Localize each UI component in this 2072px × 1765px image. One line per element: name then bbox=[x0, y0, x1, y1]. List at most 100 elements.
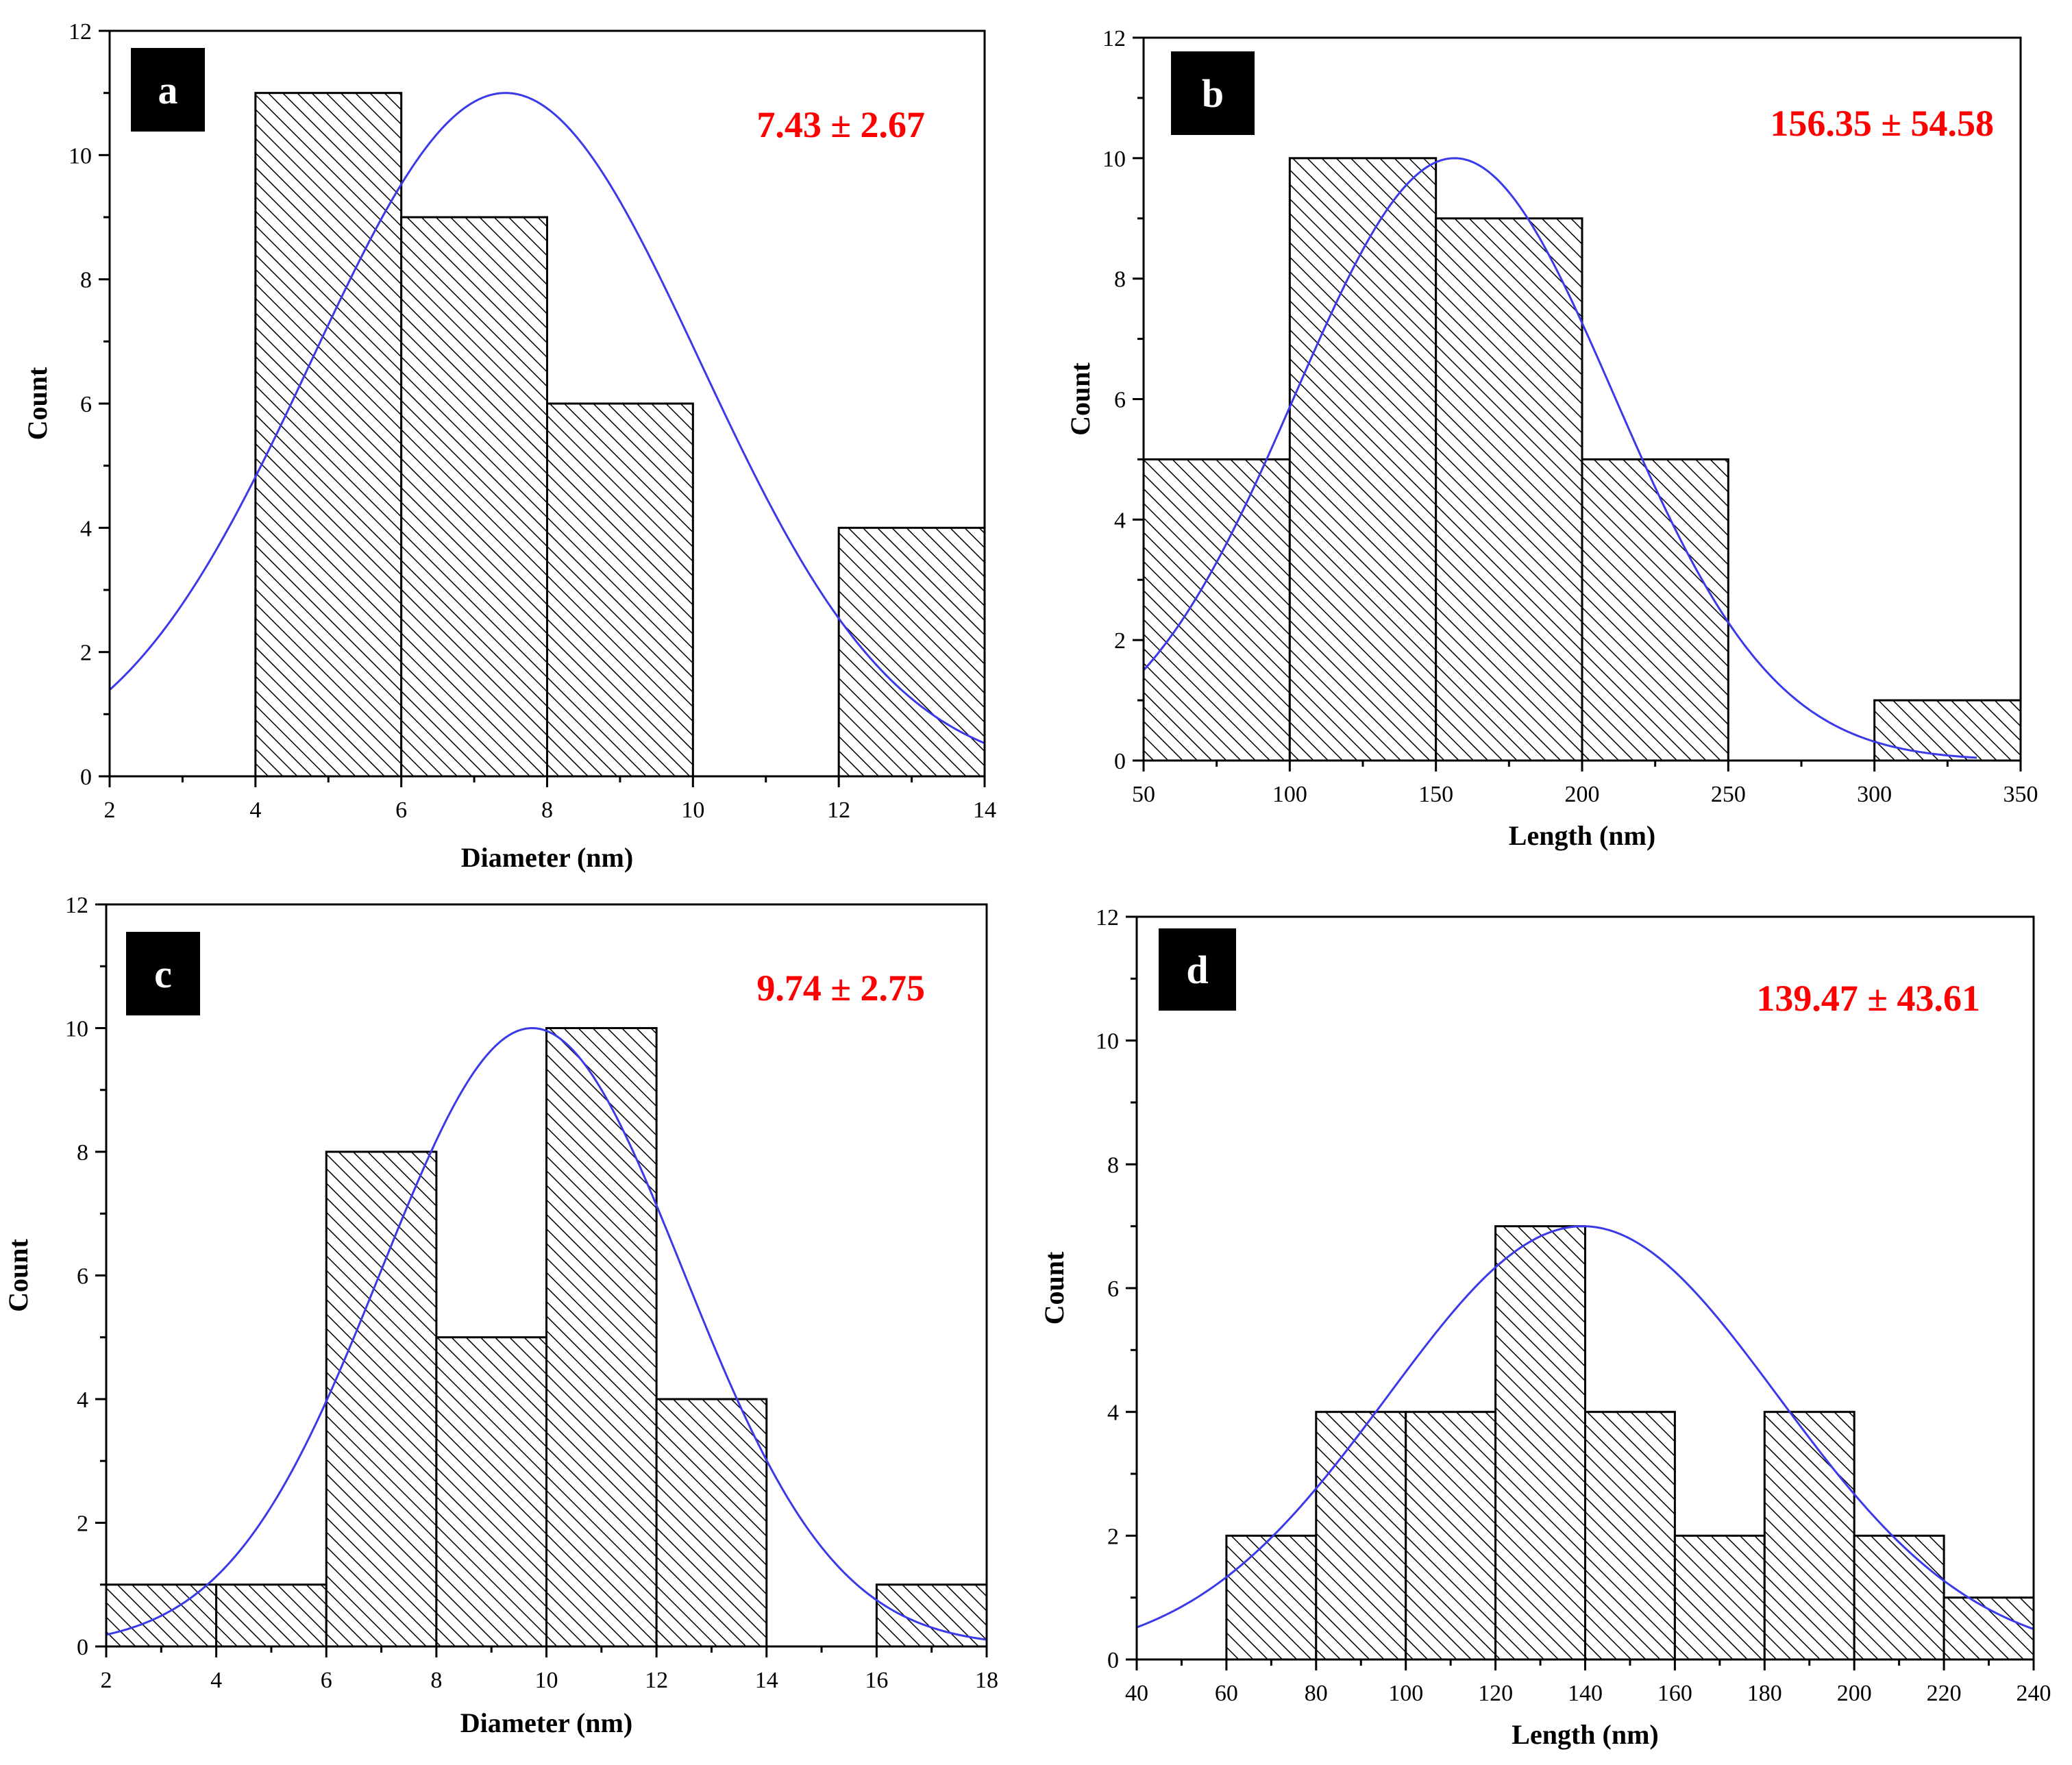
x-axis-title: Length (nm) bbox=[1512, 1719, 1658, 1750]
y-tick-label: 8 bbox=[77, 1140, 88, 1165]
y-tick-label: 6 bbox=[1107, 1276, 1119, 1302]
histogram-bar bbox=[837, 526, 986, 778]
y-tick-label: 2 bbox=[80, 641, 92, 666]
x-tick-label: 8 bbox=[541, 798, 553, 823]
y-tick-label: 12 bbox=[65, 893, 88, 918]
x-tick-label: 220 bbox=[1927, 1681, 1962, 1706]
y-tick-label: 8 bbox=[80, 268, 92, 293]
panel-label: a bbox=[158, 68, 178, 112]
x-axis-title: Length (nm) bbox=[1509, 820, 1655, 851]
histogram-bar bbox=[1142, 458, 1291, 762]
x-tick-label: 10 bbox=[681, 798, 704, 823]
x-tick-label: 150 bbox=[1418, 782, 1453, 807]
histogram-bar bbox=[400, 216, 549, 778]
histogram-bar bbox=[1943, 1596, 2035, 1661]
panel-label-box bbox=[1171, 51, 1255, 135]
x-tick-label: 14 bbox=[973, 798, 996, 823]
y-axis-title: Count bbox=[3, 1238, 34, 1311]
histogram-bar bbox=[545, 1027, 658, 1648]
x-tick-label: 14 bbox=[755, 1668, 778, 1693]
y-tick-label: 0 bbox=[77, 1635, 88, 1660]
x-tick-label: 12 bbox=[827, 798, 850, 823]
x-tick-label: 2 bbox=[104, 798, 116, 823]
mean-sd-label: 7.43 ± 2.67 bbox=[756, 104, 925, 145]
chart-panel-b: 50 100 150 200 250 300 350 0 2 4 6 8 10 12 Length (nm)… bbox=[1065, 26, 2038, 851]
y-tick-label: 12 bbox=[1096, 905, 1119, 930]
histogram-bar bbox=[325, 1150, 438, 1648]
gaussian-fit-curve bbox=[1142, 157, 1977, 759]
chart-panel-d: 40 60 80 100 120 140 160 180 200 220 240 0 2 4 6 8 10 12 L… bbox=[1039, 905, 2051, 1750]
y-axis-title: Count bbox=[1065, 362, 1096, 435]
x-tick-label: 6 bbox=[395, 798, 407, 823]
histogram-bar bbox=[1673, 1534, 1766, 1661]
x-tick-label: 160 bbox=[1657, 1681, 1692, 1706]
y-tick-label: 4 bbox=[1107, 1400, 1119, 1426]
y-tick-label: 6 bbox=[80, 392, 92, 417]
y-tick-label: 6 bbox=[1114, 388, 1126, 413]
x-tick-label: 120 bbox=[1478, 1681, 1513, 1706]
histogram-bar bbox=[1763, 1411, 1855, 1661]
y-tick-label: 10 bbox=[1096, 1029, 1119, 1054]
y-tick-label: 4 bbox=[1114, 508, 1126, 533]
y-tick-label: 6 bbox=[77, 1264, 88, 1289]
y-axis-title: Count bbox=[22, 367, 53, 440]
x-tick-label: 18 bbox=[975, 1668, 998, 1693]
histogram-bar bbox=[435, 1336, 547, 1648]
mean-sd-label: 9.74 ± 2.75 bbox=[756, 967, 925, 1009]
y-tick-label: 4 bbox=[77, 1387, 88, 1413]
x-tick-label: 240 bbox=[2017, 1681, 2051, 1706]
gaussian-fit-curve bbox=[1136, 1225, 2034, 1631]
histogram-bar bbox=[1584, 1411, 1676, 1661]
histogram-bar bbox=[1225, 1534, 1318, 1661]
mean-sd-label: 156.35 ± 54.58 bbox=[1770, 103, 1994, 144]
gaussian-fit-curve bbox=[106, 1026, 987, 1641]
x-tick-label: 50 bbox=[1132, 782, 1155, 807]
x-tick-label: 12 bbox=[645, 1668, 668, 1693]
y-tick-label: 0 bbox=[80, 765, 92, 790]
x-tick-label: 140 bbox=[1568, 1681, 1603, 1706]
x-tick-label: 100 bbox=[1272, 782, 1307, 807]
y-tick-label: 2 bbox=[1114, 628, 1126, 654]
x-axis-title: Diameter (nm) bbox=[461, 842, 633, 873]
panel-label-box bbox=[131, 48, 205, 132]
x-tick-label: 300 bbox=[1857, 782, 1892, 807]
histogram-bar bbox=[215, 1583, 328, 1648]
histogram-bar bbox=[254, 92, 403, 778]
histogram-bar bbox=[1853, 1534, 1945, 1661]
histogram-bar bbox=[655, 1398, 768, 1648]
histogram-bar bbox=[546, 402, 694, 778]
x-tick-label: 180 bbox=[1747, 1681, 1782, 1706]
y-tick-label: 8 bbox=[1114, 267, 1126, 293]
x-tick-label: 60 bbox=[1215, 1681, 1238, 1706]
panel-label-box bbox=[1159, 928, 1236, 1011]
x-tick-label: 8 bbox=[430, 1668, 442, 1693]
histogram-bar bbox=[1315, 1411, 1407, 1661]
y-tick-label: 10 bbox=[1102, 147, 1126, 172]
gaussian-fit-curve bbox=[108, 92, 985, 745]
x-tick-label: 16 bbox=[865, 1668, 888, 1693]
y-tick-label: 10 bbox=[65, 1017, 88, 1042]
y-tick-label: 2 bbox=[77, 1511, 88, 1537]
x-tick-label: 4 bbox=[210, 1668, 222, 1693]
x-tick-label: 200 bbox=[1565, 782, 1600, 807]
panel-label: d bbox=[1186, 948, 1208, 992]
x-tick-label: 6 bbox=[321, 1668, 332, 1693]
histogram-bar bbox=[1435, 217, 1583, 762]
x-tick-label: 10 bbox=[535, 1668, 558, 1693]
y-tick-label: 2 bbox=[1107, 1524, 1119, 1549]
histogram-bar bbox=[1405, 1411, 1497, 1661]
x-tick-label: 4 bbox=[249, 798, 261, 823]
x-tick-label: 80 bbox=[1305, 1681, 1328, 1706]
x-tick-label: 250 bbox=[1711, 782, 1746, 807]
panel-label-box bbox=[126, 932, 200, 1015]
histogram-bar bbox=[1288, 157, 1438, 762]
panel-label: b bbox=[1202, 71, 1224, 116]
histogram-bar bbox=[1494, 1225, 1587, 1661]
y-tick-label: 10 bbox=[69, 143, 92, 169]
x-axis-title: Diameter (nm) bbox=[460, 1707, 632, 1738]
x-tick-label: 100 bbox=[1388, 1681, 1423, 1706]
y-tick-label: 12 bbox=[1102, 26, 1126, 51]
y-axis-title: Count bbox=[1039, 1251, 1070, 1324]
histogram-bar bbox=[1581, 458, 1729, 762]
